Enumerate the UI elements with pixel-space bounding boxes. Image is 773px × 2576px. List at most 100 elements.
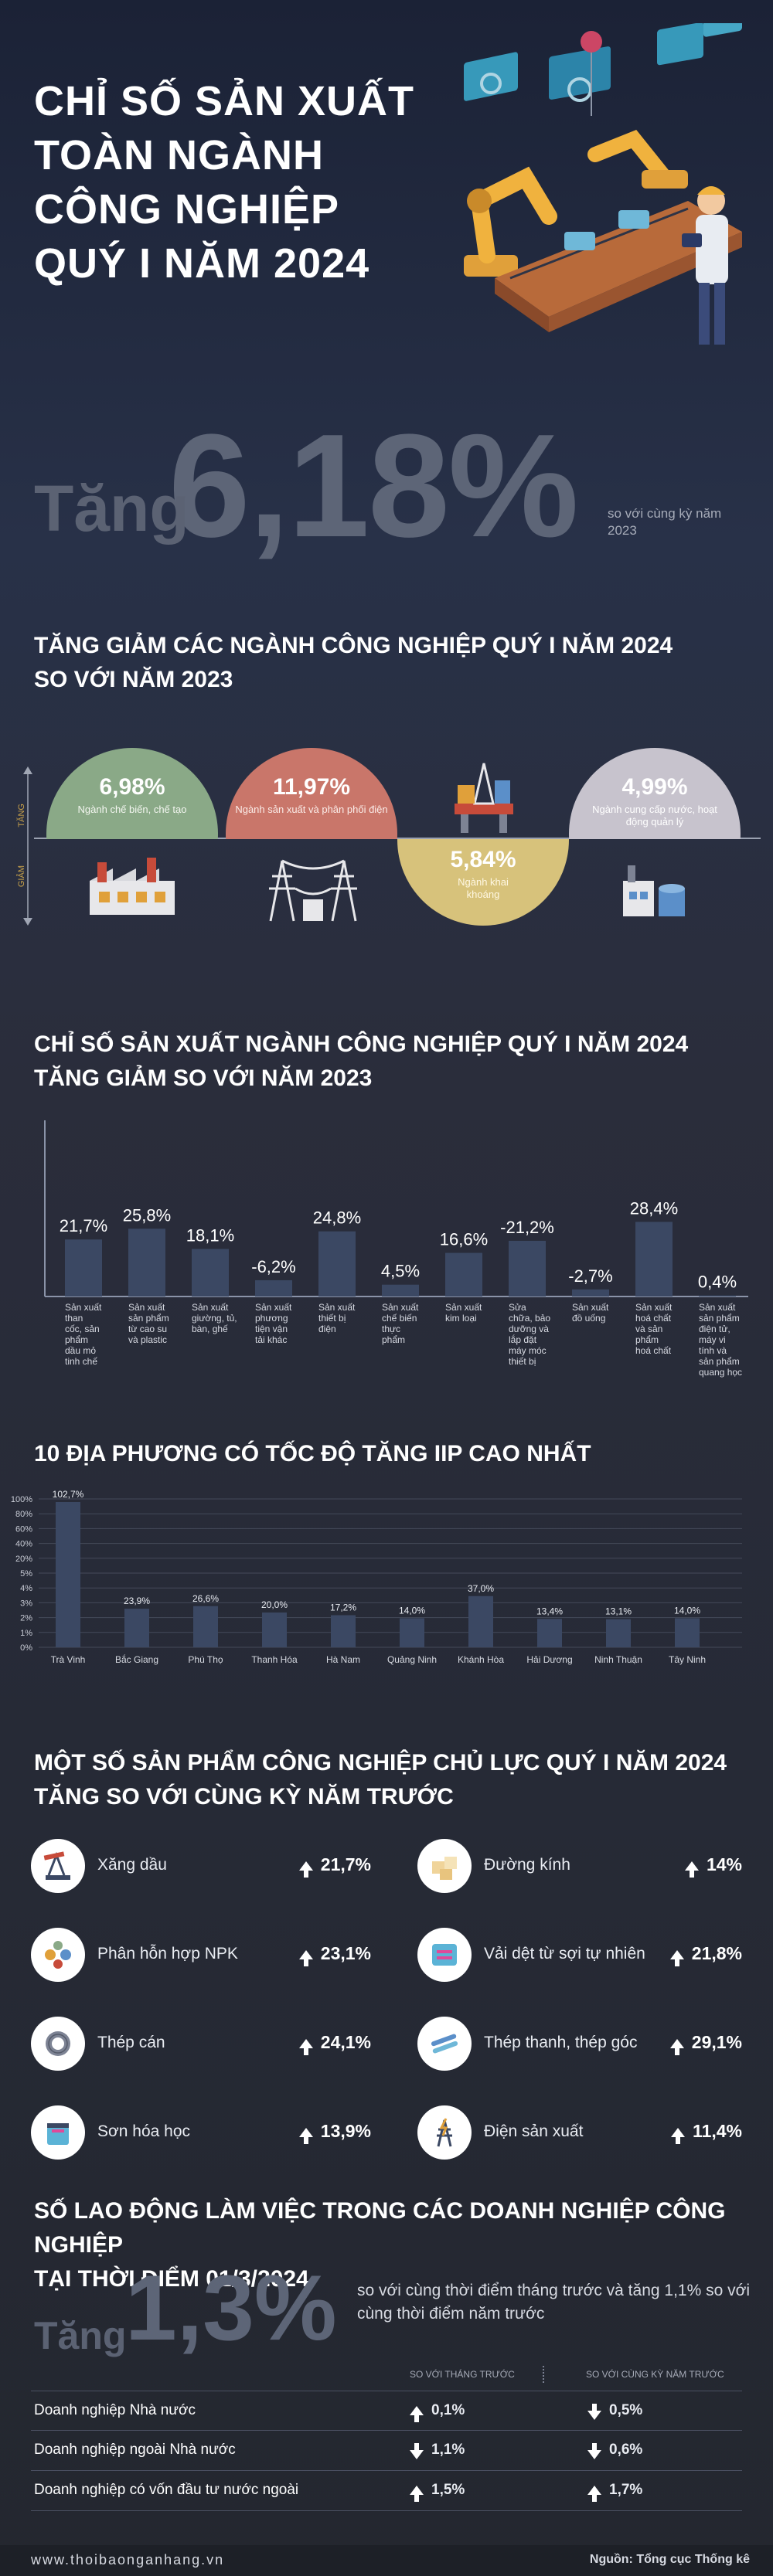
category-label-line: kim loại [445, 1313, 477, 1324]
bar-value-label: 13,4% [536, 1606, 563, 1616]
labor-month-change: 1,5% [410, 2482, 465, 2502]
product-name: Xăng dầu [97, 1856, 167, 1874]
product-item: Thép cán 24,1% [31, 2017, 371, 2071]
product-name: Điện sản xuất [484, 2122, 584, 2140]
category-label: Sản xuất sản phẩm từ cao su và plastic [128, 1302, 169, 1345]
product-name: Đường kính [484, 1856, 570, 1874]
product-growth: 14% [684, 1854, 742, 1878]
labor-row-name: Doanh nghiệp có vốn đầu tư nước ngoài [34, 2482, 299, 2498]
footer-site[interactable]: www.thoibaonganhang.vn [31, 2552, 225, 2568]
bar-value-label: 4,5% [381, 1262, 420, 1281]
category-label-line: hoá chất [635, 1313, 672, 1324]
bar [635, 1222, 673, 1296]
title-line: TOÀN NGÀNH [34, 132, 325, 178]
bar-value-label: 25,8% [123, 1205, 171, 1225]
arrow-up-icon [671, 2127, 686, 2144]
labor-year-change: 0,6% [587, 2442, 642, 2459]
category-label: Sản xuất chế biến thực phẩm [382, 1302, 419, 1345]
category-label: Sản xuất sản phẩm điện tử, máy vi tính và sản… [699, 1302, 742, 1378]
category-label-line: phẩm [382, 1334, 405, 1345]
category-label: Sản xuất than cốc, sản phẩm dầu mỏ tinh chế [65, 1302, 102, 1367]
sector-value: 6,98% [99, 774, 165, 800]
y-tick-label: 2% [20, 1614, 32, 1623]
category-label: Sản xuất thiết bị điện [318, 1302, 356, 1334]
arrow-up-icon [298, 1949, 313, 1966]
category-label-line: dầu mỏ [65, 1345, 96, 1356]
product-item: Đường kính 14% [417, 1839, 742, 1893]
axis-down-label: GIẢM [17, 865, 26, 888]
category-label: Sản xuất hoá chất và sản phẩm hoá chất [635, 1302, 673, 1356]
bar [318, 1231, 356, 1296]
product-item: Điện sản xuất 11,4% [417, 2105, 742, 2160]
sector-value: 11,97% [272, 774, 351, 800]
category-label-line: than [65, 1313, 83, 1324]
category-label-line: điện tử, [699, 1324, 730, 1334]
col-month-header: SO VỚI THÁNG TRƯỚC [410, 2369, 515, 2380]
y-tick-label: 60% [15, 1524, 32, 1534]
product-name: Thép cán [97, 2034, 165, 2051]
bar-value-label: 0,4% [698, 1273, 737, 1292]
y-tick-label: 5% [20, 1569, 32, 1579]
section1-title-line: TĂNG GIẢM CÁC NGÀNH CÔNG NGHIỆP QUÝ I NĂ… [34, 633, 673, 658]
product-growth-value: 21,7% [320, 1854, 371, 1874]
product-growth-value: 11,4% [693, 2121, 742, 2141]
product-growth: 13,9% [298, 2121, 371, 2144]
bar-value-label: -21,2% [500, 1218, 554, 1237]
product-growth: 21,7% [298, 1854, 371, 1878]
category-label: Bắc Giang [115, 1653, 158, 1665]
sector-label: Ngành chế biến, chế tạo [77, 804, 187, 815]
labor-row: Doanh nghiệp có vốn đầu tư nước ngoài 1,5… [31, 2471, 742, 2511]
category-label-line: Sản xuất [699, 1302, 736, 1313]
category-label-line: phương [255, 1313, 288, 1324]
axis-up-label: TĂNG [17, 804, 26, 828]
product-growth-value: 14% [706, 1854, 742, 1874]
category-label-line: phẩm [65, 1334, 88, 1345]
arrow-up-icon [410, 2485, 424, 2502]
product-name: Thép thanh, thép góc [484, 2034, 638, 2051]
bar-value-label: 14,0% [674, 1606, 700, 1616]
category-label-line: hoá chất [635, 1345, 672, 1356]
sector-value: 4,99% [621, 774, 688, 800]
bar [192, 1249, 229, 1296]
category-label-line: Sản xuất [318, 1302, 356, 1313]
category-label: Sản xuất kim loại [445, 1302, 482, 1324]
product-name: Sơn hóa học [97, 2122, 191, 2140]
change-value: 1,1% [431, 2442, 465, 2458]
arrow-up-icon [298, 2127, 313, 2144]
category-label: Khánh Hòa [458, 1654, 504, 1665]
bar [65, 1239, 102, 1296]
category-label-line: bàn, ghế [192, 1324, 228, 1334]
category-label: Thanh Hóa [251, 1654, 298, 1665]
y-tick-label: 3% [20, 1599, 32, 1608]
bar [445, 1252, 482, 1296]
category-label-line: cốc, sản [65, 1324, 100, 1334]
bar [193, 1606, 218, 1647]
category-label-line: thực [382, 1324, 400, 1334]
industry-bar-chart: 21,7%Sản xuất than cốc, sản phẩm dầu mỏ tinh … [44, 1120, 748, 1378]
category-label-line: Sản xuất [65, 1302, 102, 1313]
steel-bar-icon [417, 2017, 472, 2071]
arrow-up-icon [298, 1861, 313, 1878]
product-growth-value: 24,1% [320, 2032, 371, 2052]
category-label-line: từ cao su [128, 1324, 167, 1334]
bar-value-label: 24,8% [313, 1208, 361, 1228]
category-label: Sản xuất đồ uống [572, 1302, 609, 1324]
labor-row: Doanh nghiệp Nhà nước 0,1% 0,5% [31, 2391, 742, 2431]
labor-year-change: 1,7% [587, 2482, 642, 2502]
products-grid: Xăng dầu 21,7% Đường kính 14% Phân hỗn hợp N… [31, 1839, 742, 2163]
bar-value-label: 37,0% [468, 1583, 494, 1594]
sector-value: 5,84% [450, 847, 516, 872]
labor-percentage: 1,3% [125, 2256, 337, 2360]
bar-value-label: 18,1% [186, 1225, 234, 1245]
category-label-line: tinh chế [65, 1356, 97, 1367]
chart1-title: CHỈ SỐ SẢN XUẤT NGÀNH CÔNG NGHIỆP QUÝ I … [34, 1028, 730, 1096]
oil-rig-icon [455, 763, 513, 833]
bar-value-label: 23,9% [124, 1596, 150, 1606]
category-label-line: Sửa [509, 1302, 526, 1313]
y-tick-label: 100% [11, 1495, 32, 1504]
product-growth-value: 21,8% [691, 1943, 742, 1963]
title-line: CHỈ SỐ SẢN XUẤT [34, 78, 415, 124]
column-divider [543, 2366, 544, 2383]
product-growth-value: 29,1% [691, 2032, 742, 2052]
category-label-line: Sản xuất [572, 1302, 609, 1313]
